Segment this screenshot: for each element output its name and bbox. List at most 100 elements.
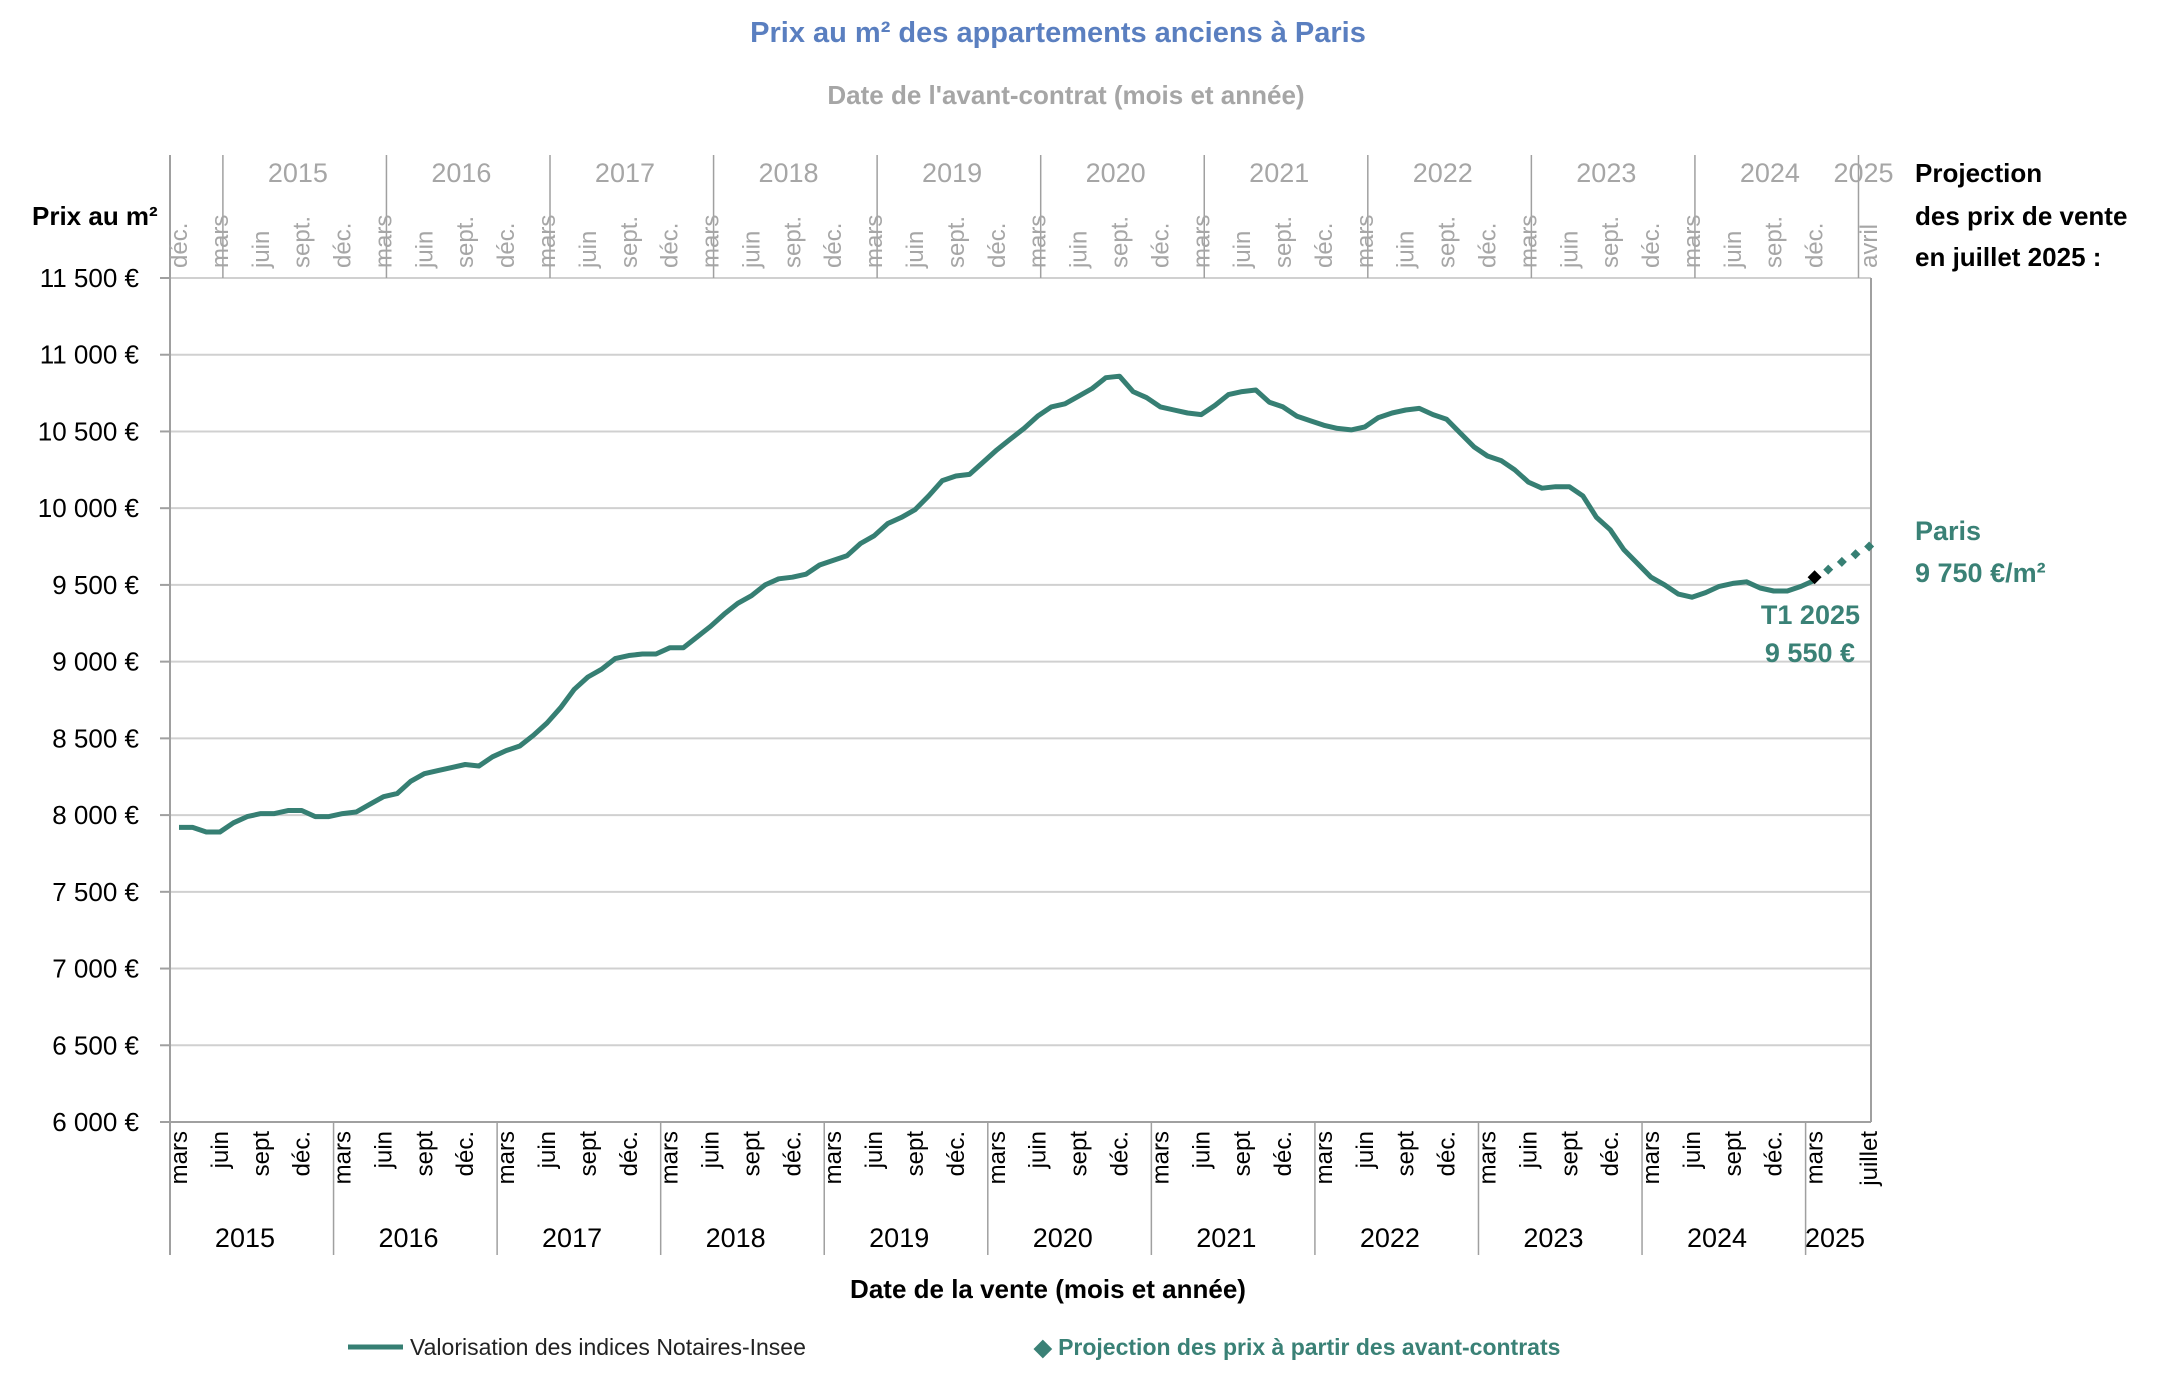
- bottom-year-label: 2018: [706, 1223, 766, 1253]
- bottom-month-label: sept: [1393, 1131, 1420, 1177]
- top-year-label: 2015: [268, 158, 328, 188]
- legend-line-label: Valorisation des indices Notaires-Insee: [410, 1334, 806, 1360]
- bottom-month-label: déc.: [1761, 1131, 1788, 1176]
- top-month-label: juin: [1066, 231, 1093, 269]
- bottom-month-label: déc.: [289, 1131, 316, 1176]
- y-tick-label: 11 500 €: [40, 263, 140, 293]
- bottom-month-label: déc.: [943, 1131, 970, 1176]
- y-axis-title: Prix au m²: [32, 201, 158, 231]
- top-year-label: 2025: [1833, 158, 1893, 188]
- top-month-label: mars: [1025, 215, 1052, 268]
- top-month-label: déc.: [1638, 223, 1665, 268]
- top-month-label: juin: [575, 231, 602, 269]
- top-month-label: sept.: [289, 216, 316, 268]
- bottom-month-label: mars: [1802, 1131, 1829, 1184]
- bottom-month-label: sept: [902, 1131, 929, 1177]
- bottom-year-label: 2015: [215, 1223, 275, 1253]
- bottom-month-label: déc.: [1434, 1131, 1461, 1176]
- y-tick-label: 8 000 €: [52, 800, 139, 830]
- top-month-label: mars: [1352, 215, 1379, 268]
- bottom-year-label: 2022: [1360, 1223, 1420, 1253]
- bottom-month-label: juin: [861, 1131, 888, 1169]
- top-month-label: déc.: [1147, 223, 1174, 268]
- y-tick-label: 9 000 €: [52, 647, 139, 677]
- top-month-label: mars: [534, 215, 561, 268]
- top-month-label: mars: [698, 215, 725, 268]
- y-tick-label: 10 500 €: [38, 416, 140, 446]
- y-axis: 6 000 € 6 500 € 7 000 € 7 500 € 8 000 € 8 500…: [38, 263, 170, 1137]
- right-title-line-2: des prix de vente: [1915, 201, 2127, 231]
- bottom-month-label: sept: [738, 1131, 765, 1177]
- bottom-month-label: sept: [575, 1131, 602, 1177]
- bottom-month-label: sept: [1720, 1131, 1747, 1177]
- top-year-label: 2023: [1576, 158, 1636, 188]
- top-month-label: juin: [1229, 231, 1256, 269]
- bottom-month-label: juin: [370, 1131, 397, 1169]
- top-month-label: sept.: [1597, 216, 1624, 268]
- top-month-label: mars: [207, 215, 234, 268]
- y-tick-label: 6 500 €: [52, 1030, 139, 1060]
- bottom-year-label: 2024: [1687, 1223, 1747, 1253]
- bottom-month-label: sept: [411, 1131, 438, 1177]
- top-axis: déc. mars juin sept. déc. 2015 mars juin sept. dé…: [166, 155, 1894, 278]
- projection-point: [1850, 549, 1861, 560]
- y-tick-label: 10 000 €: [38, 493, 140, 523]
- y-tick-label: 9 500 €: [52, 570, 139, 600]
- top-month-label: juin: [1720, 231, 1747, 269]
- top-year-label: 2020: [1086, 158, 1146, 188]
- bottom-month-label: sept: [1556, 1131, 1583, 1177]
- bottom-month-label: mars: [493, 1131, 520, 1184]
- bottom-month-label: juillet: [1856, 1131, 1883, 1187]
- bottom-month-label: mars: [1311, 1131, 1338, 1184]
- top-month-label: déc.: [820, 223, 847, 268]
- right-title-line-3: en juillet 2025 :: [1915, 242, 2101, 272]
- top-year-label: 2017: [595, 158, 655, 188]
- top-month-label: juin: [1556, 231, 1583, 269]
- bottom-year-label: 2017: [542, 1223, 602, 1253]
- y-tick-label: 11 000 €: [40, 340, 140, 370]
- top-month-label: déc.: [1311, 223, 1338, 268]
- bottom-month-label: juin: [207, 1131, 234, 1169]
- top-year-label: 2016: [431, 158, 491, 188]
- top-month-label: sept.: [616, 216, 643, 268]
- bottom-month-label: sept: [248, 1131, 275, 1177]
- bottom-month-label: mars: [1638, 1131, 1665, 1184]
- x-axis-title: Date de la vente (mois et année): [850, 1274, 1246, 1304]
- bottom-month-label: déc.: [1597, 1131, 1624, 1176]
- series-layer: [179, 373, 1875, 835]
- projection-point: [1836, 556, 1847, 567]
- top-month-label: mars: [370, 215, 397, 268]
- bottom-month-label: juin: [698, 1131, 725, 1169]
- bottom-month-label: déc.: [779, 1131, 806, 1176]
- bottom-month-label: juin: [1352, 1131, 1379, 1169]
- top-month-label: juin: [411, 231, 438, 269]
- top-month-label: juin: [738, 231, 765, 269]
- bottom-month-label: juin: [534, 1131, 561, 1169]
- city-label: Paris: [1915, 516, 1981, 546]
- top-month-label: sept.: [1270, 216, 1297, 268]
- top-month-label: juin: [1393, 231, 1420, 269]
- chart-title: Prix au m² des appartements anciens à Pa…: [750, 17, 1366, 49]
- bottom-year-label: 2021: [1196, 1223, 1256, 1253]
- right-title-line-1: Projection: [1915, 158, 2042, 188]
- bottom-month-label: mars: [984, 1131, 1011, 1184]
- top-year-label: 2019: [922, 158, 982, 188]
- bottom-month-label: mars: [657, 1131, 684, 1184]
- top-month-label: mars: [1679, 215, 1706, 268]
- top-month-label: juin: [248, 231, 275, 269]
- top-month-label: déc.: [330, 223, 357, 268]
- t1-label: T1 2025: [1761, 600, 1860, 630]
- bottom-month-label: déc.: [452, 1131, 479, 1176]
- top-month-label: sept.: [1761, 216, 1788, 268]
- y-tick-label: 7 000 €: [52, 954, 139, 984]
- projection-value-label: 9 750 €/m²: [1915, 558, 2046, 588]
- top-month-label: sept.: [1434, 216, 1461, 268]
- t1-2025-marker: [1807, 570, 1822, 585]
- top-year-label: 2024: [1740, 158, 1800, 188]
- bottom-month-label: déc.: [1106, 1131, 1133, 1176]
- bottom-month-label: mars: [1147, 1131, 1174, 1184]
- bottom-month-label: juin: [1025, 1131, 1052, 1169]
- legend-projection-label: ◆ Projection des prix à partir des avant…: [1033, 1334, 1560, 1360]
- y-tick-label: 6 000 €: [52, 1107, 139, 1137]
